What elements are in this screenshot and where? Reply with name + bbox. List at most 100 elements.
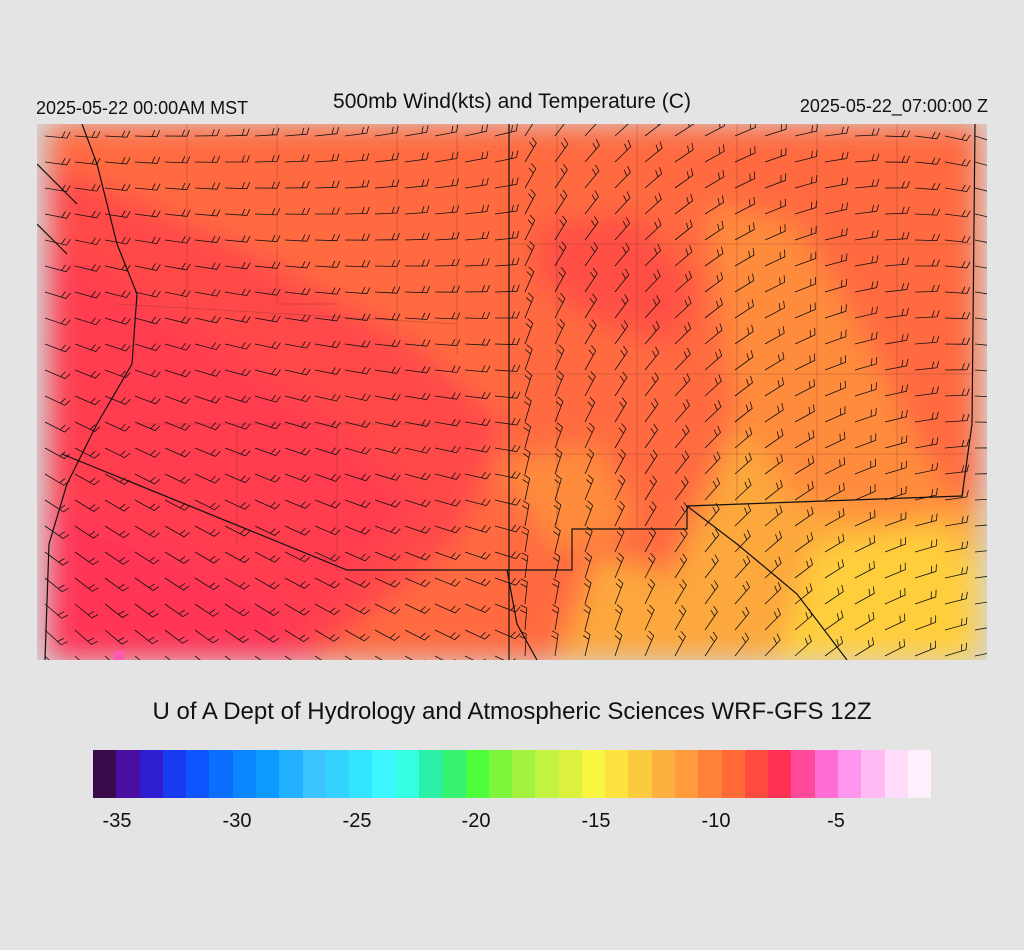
wind-barb	[794, 124, 818, 137]
wind-barb	[344, 206, 370, 215]
wind-barb	[944, 235, 971, 243]
wind-barb	[704, 124, 725, 137]
wind-barb	[794, 557, 813, 579]
wind-barb	[824, 508, 845, 527]
wind-barb	[914, 437, 939, 449]
wind-barb	[374, 473, 401, 481]
colorbar-swatch	[418, 750, 443, 798]
wind-barb	[344, 366, 371, 375]
wind-barb	[404, 525, 431, 534]
wind-barb	[704, 605, 718, 631]
wind-barb	[104, 343, 131, 352]
wind-barb	[404, 655, 426, 660]
wind-barb	[734, 581, 750, 605]
wind-barb	[584, 124, 597, 137]
wind-barb	[704, 554, 719, 579]
wind-barb	[614, 604, 623, 631]
wind-barb	[884, 333, 909, 345]
wind-barb	[674, 501, 689, 527]
wind-barb	[194, 155, 221, 163]
wind-barb	[584, 345, 597, 371]
wind-barb	[974, 213, 987, 218]
wind-barb	[134, 343, 161, 351]
wind-barb	[464, 338, 491, 346]
wind-barb	[134, 473, 161, 485]
wind-barb	[704, 528, 720, 553]
wind-barb	[374, 551, 401, 561]
wind-barb	[734, 171, 756, 189]
colorbar-swatch	[535, 750, 559, 798]
wind-barb	[74, 184, 101, 192]
wind-barb	[554, 292, 566, 319]
wind-barb	[254, 208, 281, 216]
wind-barb	[404, 499, 431, 508]
wind-barb	[374, 233, 400, 241]
wind-barb	[584, 500, 594, 527]
wind-barb	[104, 603, 129, 618]
wind-barb	[764, 402, 784, 423]
wind-barb	[284, 447, 311, 456]
wind-barb	[734, 375, 753, 397]
wind-barb	[944, 159, 971, 167]
wind-barb	[944, 464, 969, 475]
wind-barb	[734, 452, 752, 475]
wind-barb	[614, 320, 629, 345]
wind-barb	[344, 126, 369, 137]
wind-barb	[764, 198, 786, 215]
wind-barb	[884, 155, 910, 163]
wind-barbs	[44, 124, 987, 660]
wind-barb	[134, 421, 161, 432]
wind-barb	[794, 634, 812, 657]
wind-barb	[824, 227, 848, 241]
wind-barb	[794, 481, 814, 501]
wind-barb	[584, 526, 593, 553]
wind-barb	[794, 200, 817, 215]
wind-barb	[254, 394, 281, 403]
wind-barb	[794, 353, 816, 371]
wind-barb	[854, 586, 875, 605]
wind-barb	[194, 289, 221, 297]
wind-barb	[914, 640, 936, 657]
wind-barb	[494, 418, 521, 426]
wind-barb	[854, 484, 876, 501]
wind-barb	[104, 473, 130, 485]
wind-barb	[522, 474, 531, 501]
wind-barb	[434, 231, 460, 241]
wind-barb	[134, 156, 161, 164]
wind-barb	[704, 580, 719, 605]
wind-barb	[284, 180, 310, 189]
wind-barb	[134, 129, 161, 138]
wind-barb	[404, 312, 431, 320]
wind-barb	[104, 130, 131, 138]
wind-barb	[494, 230, 520, 241]
wind-barb	[944, 362, 970, 371]
wind-barb	[194, 209, 221, 217]
wind-barb	[944, 133, 971, 142]
wind-barb	[44, 473, 70, 486]
wind-barb	[914, 182, 941, 191]
wind-barb	[344, 499, 371, 508]
wind-barb	[764, 505, 783, 527]
wind-barb	[704, 631, 718, 657]
wind-barb	[494, 524, 521, 533]
wind-barb	[314, 473, 341, 482]
wind-barb	[584, 293, 598, 319]
wind-barb	[134, 236, 161, 245]
wind-barb	[284, 421, 311, 429]
wind-barb	[764, 224, 786, 241]
wind-barb	[224, 315, 251, 323]
wind-barb	[464, 204, 489, 215]
wind-barb	[734, 124, 756, 137]
wind-barb	[254, 421, 281, 430]
wind-barb	[520, 578, 528, 605]
wind-barb	[74, 603, 99, 619]
colorbar-swatch	[838, 750, 862, 798]
wind-barb	[854, 255, 879, 267]
wind-barb	[344, 551, 371, 562]
wind-barb	[824, 457, 846, 475]
wind-barb	[374, 629, 400, 641]
wind-barb	[704, 246, 724, 267]
colorbar-swatch	[116, 750, 140, 798]
wind-barb	[284, 314, 311, 322]
wind-barb	[824, 329, 847, 345]
